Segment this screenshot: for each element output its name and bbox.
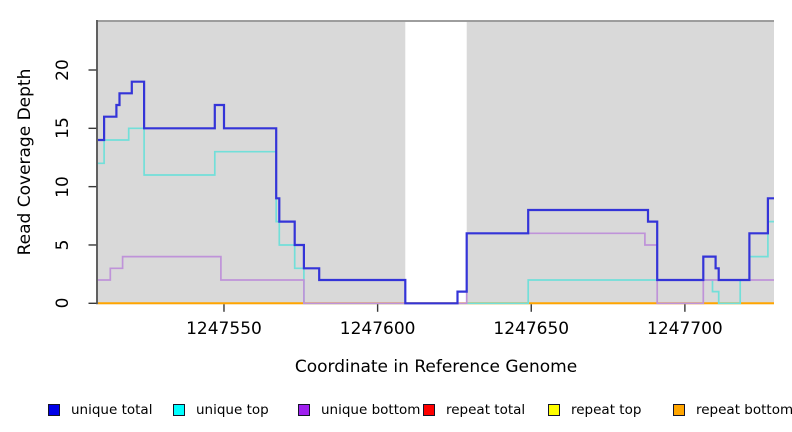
- coverage-gap-region: [405, 21, 467, 305]
- x-tick-label: 1247600: [339, 319, 416, 339]
- y-tick-label: 5: [53, 239, 73, 251]
- y-tick-label: 15: [53, 117, 73, 140]
- y-tick-label: 20: [53, 59, 73, 81]
- x-axis-title: Coordinate in Reference Genome: [294, 357, 578, 377]
- y-tick-label: 10: [53, 175, 73, 198]
- series-line-unique-bottom: [98, 232, 774, 305]
- y-axis-title: Read Coverage Depth: [15, 68, 35, 256]
- x-tick-label: 1247700: [647, 319, 723, 339]
- x-tick-label: 1247550: [186, 319, 262, 339]
- x-tick-label: 1247650: [493, 319, 570, 339]
- series-line-unique-total: [98, 80, 774, 305]
- y-tick-label: 0: [53, 297, 73, 309]
